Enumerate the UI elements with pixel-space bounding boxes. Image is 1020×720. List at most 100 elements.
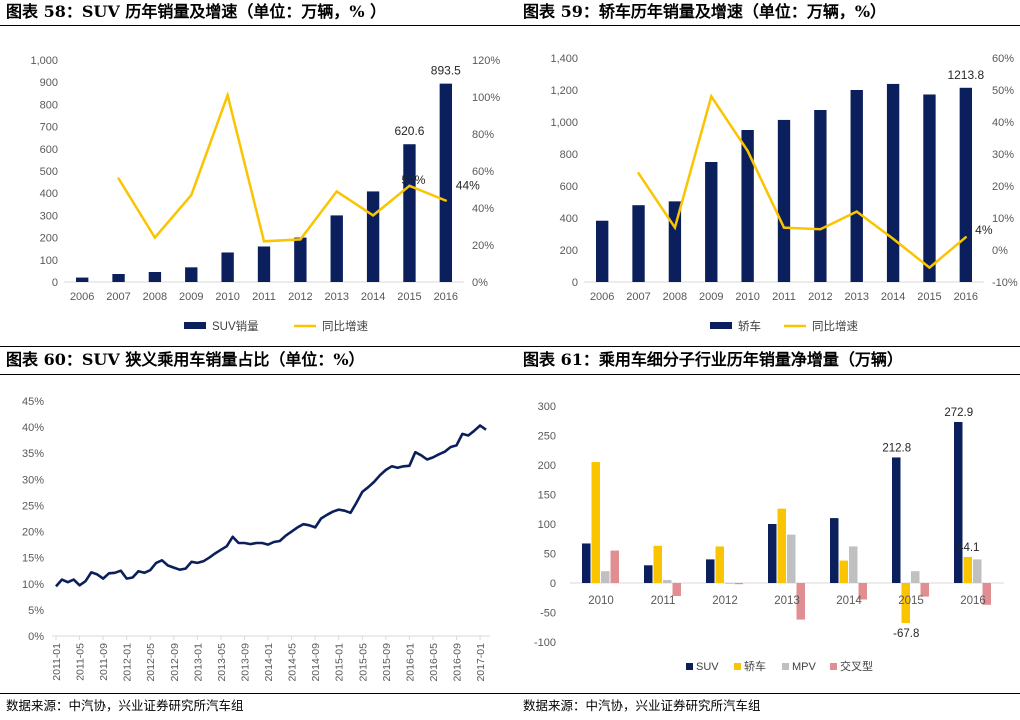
y-tick: 20% — [22, 527, 44, 539]
bar-MPV-2010 — [601, 571, 610, 583]
growth-point-2015 — [928, 266, 931, 269]
y-tick: 45% — [22, 396, 44, 408]
bar-交叉型-2011 — [672, 583, 681, 596]
suv-sales-chart: 0 100 200 300 400 500 600 700 800 900 1,000 0% 20% 40… — [30, 55, 500, 333]
x-tick-2016: 2016 — [434, 291, 458, 303]
chart-60-title: 图表 60：SUV 狭义乘用车销量占比（单位：%） — [6, 350, 365, 369]
y-right-tick: 60% — [992, 53, 1014, 65]
x-tick-2015: 2015 — [898, 595, 924, 607]
bar-2011 — [257, 246, 271, 282]
bar-交叉型-2012 — [734, 583, 743, 585]
suv-share-line — [55, 424, 487, 588]
y-tick: -50 — [540, 608, 556, 620]
middle-rule-2 — [0, 374, 1020, 375]
y-right-tick: 40% — [992, 117, 1014, 129]
data-label: 44% — [456, 179, 480, 193]
y-tick: 100 — [538, 519, 556, 531]
x-tick-2012-01: 2012-01 — [122, 643, 134, 682]
y-tick: 250 — [538, 431, 556, 443]
bar-交叉型-2016 — [982, 583, 991, 605]
y-tick: 200 — [538, 460, 556, 472]
growth-point-2011 — [782, 226, 786, 229]
legend-swatch-MPV — [782, 663, 789, 670]
growth-point-2014 — [891, 237, 895, 240]
bar-2013 — [330, 215, 343, 282]
data-label: 44.1 — [957, 542, 979, 554]
y-tick: 25% — [22, 500, 44, 512]
x-tick-2014: 2014 — [836, 595, 862, 607]
x-tick-2015: 2015 — [917, 291, 941, 303]
x-tick-2012: 2012 — [712, 595, 738, 607]
x-tick-2014: 2014 — [361, 291, 385, 303]
y-tick: 150 — [538, 490, 556, 502]
y-left-tick: 100 — [40, 255, 58, 267]
x-tick-2006: 2006 — [70, 291, 94, 303]
x-tick-2006: 2006 — [590, 291, 614, 303]
legend-bar-label: SUV销量 — [212, 319, 259, 333]
x-tick-2012: 2012 — [288, 291, 312, 303]
x-tick-2011: 2011 — [651, 595, 676, 607]
bar-轿车-2016 — [963, 556, 972, 583]
bar-2014 — [366, 191, 380, 282]
x-tick-2012: 2012 — [808, 291, 832, 303]
growth-point-2013 — [335, 190, 338, 193]
x-tick-2013-01: 2013-01 — [192, 643, 204, 682]
bar-MPV-2014 — [849, 546, 858, 583]
data-label: 1213.8 — [947, 68, 984, 82]
growth-line — [117, 90, 447, 243]
bar-交叉型-2013 — [796, 583, 805, 620]
bar-轿车-2013 — [777, 508, 786, 583]
x-tick-2011: 2011 — [252, 291, 276, 303]
bar-MPV-2015 — [911, 571, 920, 583]
chart-61-title: 图表 61：乘用车细分子行业历年销量净增量（万辆） — [523, 350, 903, 369]
y-right-tick: -10% — [992, 277, 1018, 289]
suv-share-chart: 0% 5% 10% 15% 20% 25% 30% 35% 40% 45% 2011-01 2011-… — [22, 396, 490, 682]
legend-bar-label: 轿车 — [738, 319, 761, 333]
bar-2010 — [221, 252, 234, 282]
bar-轿车-2012 — [715, 546, 724, 583]
bar-SUV-2016 — [954, 421, 963, 583]
bar-2015 — [403, 144, 416, 282]
x-tick-2017-01: 2017-01 — [475, 643, 487, 682]
x-tick-2011-09: 2011-09 — [98, 643, 110, 681]
x-tick-2013: 2013 — [844, 291, 868, 303]
legend-label-MPV: MPV — [792, 661, 817, 673]
growth-point-2015 — [408, 184, 411, 187]
legend-line-label: 同比增速 — [322, 319, 368, 333]
data-label: -67.8 — [893, 628, 919, 640]
y-right-tick: 100% — [472, 92, 500, 104]
y-left-tick: 600 — [560, 181, 578, 193]
y-right-tick: 30% — [992, 149, 1014, 161]
bar-2006 — [596, 220, 609, 282]
y-left-tick: 200 — [40, 233, 58, 245]
bar-SUV-2012 — [706, 559, 715, 583]
x-tick-2016-09: 2016-09 — [452, 643, 464, 682]
y-tick: 30% — [22, 474, 44, 486]
y-right-tick: 20% — [992, 181, 1014, 193]
y-tick: 0% — [28, 631, 44, 643]
sedan-sales-chart: 0 200 400 600 800 1,000 1,200 1,400 -10% 0% 10% 20%… — [550, 53, 1018, 333]
bar-2012 — [814, 110, 827, 282]
y-right-tick: 40% — [472, 203, 494, 215]
growth-point-2010 — [746, 149, 749, 152]
x-tick-2015: 2015 — [397, 291, 421, 303]
bar-交叉型-2014 — [858, 583, 867, 600]
x-tick-2016: 2016 — [954, 291, 978, 303]
y-left-tick: 0 — [572, 277, 578, 289]
chart-58-title: 图表 58：SUV 历年销量及增速（单位：万辆，% ） — [6, 2, 387, 21]
growth-point-2009 — [190, 193, 193, 197]
bar-轿车-2010 — [591, 462, 600, 583]
y-right-tick: 80% — [472, 129, 494, 141]
bar-2010 — [741, 130, 754, 282]
middle-rule — [0, 346, 1020, 347]
bar-2008 — [148, 272, 162, 282]
bar-SUV-2011 — [644, 565, 653, 583]
bar-MPV-2012 — [725, 583, 734, 584]
growth-point-2012 — [819, 228, 822, 231]
y-left-tick: 500 — [40, 166, 58, 178]
bar-MPV-2011 — [663, 580, 672, 583]
y-right-tick: 0% — [472, 277, 488, 289]
y-left-tick: 900 — [40, 77, 58, 89]
segment-increment-chart: -100 -50 0 50 100 150 200 250 300 2010 2011 2012 201… — [534, 401, 1004, 673]
y-tick: -100 — [534, 637, 556, 649]
